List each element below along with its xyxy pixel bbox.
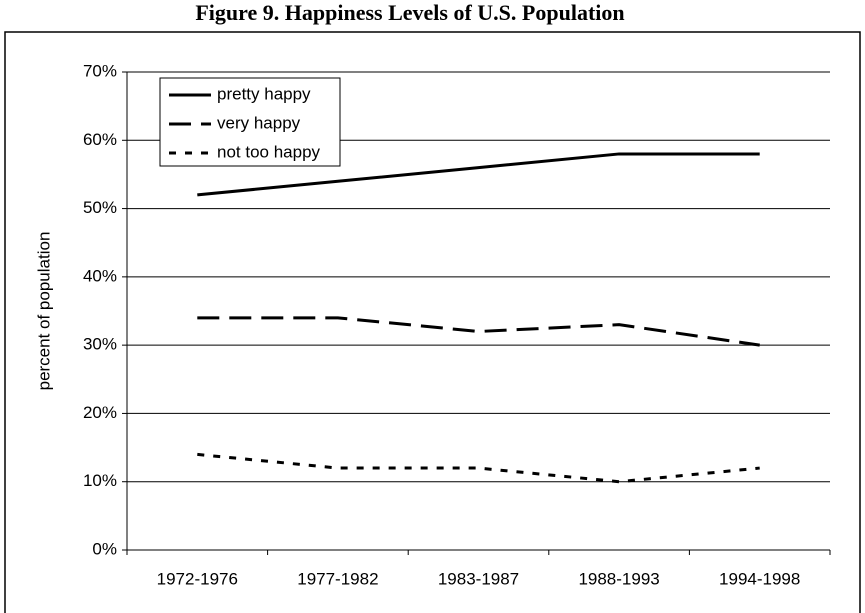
y-tick-label: 40% bbox=[83, 266, 117, 285]
x-tick-label: 1988-1993 bbox=[578, 569, 659, 588]
y-tick-label: 30% bbox=[83, 335, 117, 354]
legend-label: pretty happy bbox=[217, 84, 311, 103]
y-tick-label: 20% bbox=[83, 403, 117, 422]
y-tick-label: 60% bbox=[83, 130, 117, 149]
y-tick-label: 70% bbox=[83, 61, 117, 80]
series-line bbox=[197, 316, 760, 347]
series-line bbox=[197, 152, 760, 197]
y-tick-label: 10% bbox=[83, 471, 117, 490]
chart-title: Figure 9. Happiness Levels of U.S. Popul… bbox=[195, 0, 624, 25]
x-tick-label: 1977-1982 bbox=[297, 569, 378, 588]
legend-label: not too happy bbox=[217, 142, 321, 161]
legend-label: very happy bbox=[217, 113, 301, 132]
series-line bbox=[197, 452, 760, 484]
legend-box bbox=[159, 77, 341, 167]
y-axis-label: percent of population bbox=[34, 232, 53, 391]
x-tick-label: 1972-1976 bbox=[157, 569, 238, 588]
y-tick-label: 50% bbox=[83, 198, 117, 217]
x-tick-label: 1983-1987 bbox=[438, 569, 519, 588]
y-tick-label: 0% bbox=[92, 539, 117, 558]
x-tick-label: 1994-1998 bbox=[719, 569, 800, 588]
frame bbox=[4, 31, 861, 613]
